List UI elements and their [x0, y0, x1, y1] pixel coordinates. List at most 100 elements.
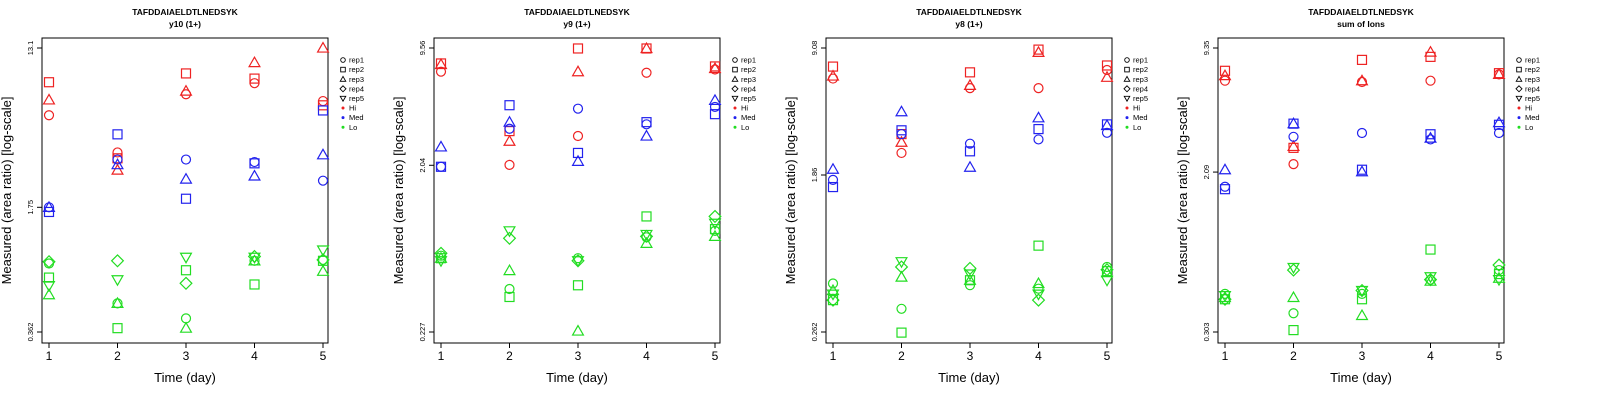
legend-label: Hi: [349, 104, 356, 113]
data-point-hi-rep1: [1425, 75, 1436, 86]
data-point-med-rep1: [572, 103, 584, 114]
legend-symbol-med: [341, 116, 345, 120]
data-point-lo-rep5: [826, 289, 840, 301]
data-point-lo-rep4: [639, 229, 654, 244]
data-point-hi-rep3: [434, 57, 448, 70]
x-tick-label: 5: [1104, 349, 1111, 363]
y-tick-label: 0.303: [1202, 323, 1211, 342]
data-point-lo-rep4: [963, 261, 977, 276]
data-point-lo-rep4: [826, 293, 840, 307]
x-axis-label: Time (day): [546, 370, 608, 385]
data-point-hi-rep3: [640, 41, 653, 54]
y-tick-label: 0.262: [810, 323, 819, 342]
data-point-med-rep3: [1100, 118, 1114, 131]
chart-subtitle: y10 (1+): [169, 19, 201, 29]
legend-label: rep1: [349, 56, 364, 65]
data-point-hi-rep1: [112, 147, 123, 158]
data-point-lo-rep3: [503, 263, 516, 276]
legend-symbol-med: [1125, 116, 1129, 120]
data-point-hi-rep3: [316, 41, 330, 53]
data-point-med-rep3: [434, 140, 448, 152]
x-tick-label: 3: [1359, 349, 1366, 363]
x-tick-label: 3: [967, 349, 974, 363]
plot-frame: [433, 37, 721, 344]
data-point-hi-rep2: [1101, 60, 1113, 71]
legend-symbol-rep3: [339, 75, 347, 82]
legend-label: rep3: [1133, 75, 1148, 84]
data-point-lo-rep5: [1287, 262, 1300, 275]
x-tick-label: 2: [506, 349, 513, 363]
y-tick-label: 1.75: [26, 200, 35, 215]
data-point-med-rep2: [249, 158, 260, 169]
data-point-med-rep1: [504, 123, 515, 134]
legend-label: rep1: [1525, 56, 1540, 65]
data-point-hi-rep3: [42, 93, 56, 105]
data-point-lo-rep4: [1031, 293, 1046, 307]
data-point-hi-rep1: [896, 147, 907, 159]
legend-label: rep2: [741, 65, 756, 74]
data-point-lo-rep4: [1423, 272, 1438, 287]
data-point-hi-rep2: [964, 67, 976, 78]
y-tick-label: 0.227: [418, 323, 427, 342]
data-point-lo-rep5: [1218, 290, 1232, 303]
data-point-lo-rep2: [572, 280, 584, 291]
data-point-lo-rep1: [1356, 288, 1368, 300]
data-point-lo-rep5: [1355, 285, 1369, 298]
legend-label: rep4: [741, 84, 756, 93]
data-point-hi-rep3: [503, 134, 516, 146]
legend-symbol-rep5: [1515, 95, 1523, 103]
data-point-hi-rep3: [1492, 67, 1506, 80]
data-point-lo-rep2: [641, 211, 652, 222]
data-point-lo-rep5: [571, 256, 585, 268]
legend-symbol-med: [1517, 116, 1521, 120]
data-point-med-rep3: [1032, 111, 1045, 123]
data-point-lo-rep5: [708, 218, 722, 230]
legend-symbol-rep4: [1515, 85, 1523, 93]
legend-label: Hi: [741, 104, 748, 113]
data-point-hi-rep3: [1100, 70, 1114, 82]
data-point-med-rep3: [963, 160, 977, 172]
legend-symbol-rep1: [732, 57, 738, 63]
data-point-lo-rep2: [1033, 240, 1044, 251]
legend-symbol-rep4: [731, 85, 739, 93]
x-tick-label: 5: [712, 349, 719, 363]
data-point-med-rep1: [709, 101, 721, 113]
legend-symbol-lo: [1125, 125, 1129, 129]
data-point-med-rep2: [641, 117, 652, 128]
legend-symbol-rep1: [1516, 57, 1522, 63]
y-tick-label: 0.362: [26, 323, 35, 342]
data-point-lo-rep3: [895, 270, 908, 282]
data-point-med-rep1: [180, 154, 192, 165]
legend-label: Lo: [1525, 123, 1533, 132]
data-point-hi-rep1: [504, 159, 515, 171]
x-tick-label: 5: [320, 349, 327, 363]
data-point-med-rep3: [503, 115, 516, 127]
data-point-hi-rep1: [641, 67, 652, 78]
plot-frame: [41, 37, 329, 344]
plot-frame: [825, 37, 1113, 344]
data-point-med-rep3: [248, 169, 261, 181]
legend-label: rep2: [349, 65, 364, 74]
y-axis-label: Measured (area ratio) [log-scale]: [0, 97, 14, 285]
legend-symbol-rep3: [1515, 75, 1523, 82]
y-axis-label: Measured (area ratio) [log-scale]: [783, 97, 798, 285]
legend-label: rep3: [349, 75, 364, 84]
data-point-med-rep1: [1356, 127, 1368, 139]
y-axis-label: Measured (area ratio) [log-scale]: [1175, 97, 1190, 285]
data-point-lo-rep4: [708, 209, 722, 224]
y-tick-label: 9.08: [810, 41, 819, 56]
y-tick-label: 9.56: [418, 41, 427, 56]
data-point-med-rep2: [317, 105, 329, 116]
data-point-lo-rep1: [1288, 308, 1299, 319]
legend-symbol-med: [733, 116, 737, 120]
legend-label: rep5: [1133, 94, 1148, 103]
data-point-hi-rep3: [895, 135, 908, 147]
data-point-med-rep1: [1219, 181, 1231, 192]
data-point-med-rep3: [826, 162, 840, 174]
data-point-lo-rep3: [1287, 290, 1300, 303]
data-point-med-rep2: [1033, 123, 1044, 135]
